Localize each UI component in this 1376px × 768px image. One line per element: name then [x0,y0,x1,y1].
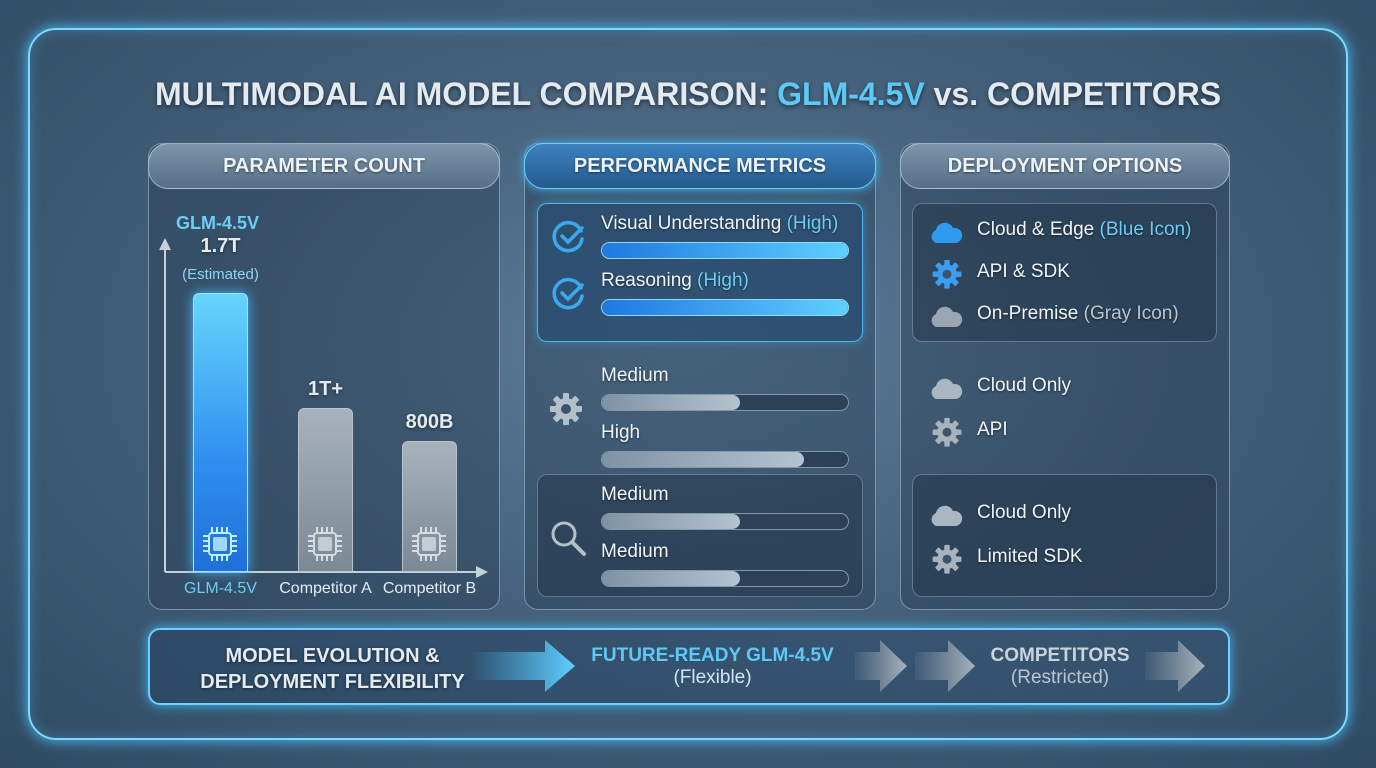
deployment-item: On-Premise (Gray Icon) [977,303,1179,325]
top-model-label: GLM-4.5V [176,213,260,233]
bar-value-label: 800B [405,410,454,433]
footer-left-line2: DEPLOYMENT FLEXIBILITY [200,671,465,693]
metric-bar [601,242,849,259]
deployment-item: Cloud & Edge (Blue Icon) [977,219,1191,241]
bar-category-label: Competitor A [279,580,372,597]
deployment-group [912,203,1217,342]
metric-name: Medium [601,365,669,386]
deployment-label: Cloud Only [977,375,1071,396]
bar-category-label: Competitor B [382,580,477,597]
deployment-label: On-Premise [977,303,1079,324]
deployment-header: DEPLOYMENT OPTIONS [900,143,1230,189]
chip-icon [202,526,238,567]
check-circle-icon [551,219,587,260]
footer-competitors: COMPETITORS (Restricted) [975,645,1145,689]
metric-bar-fill [602,300,848,315]
deployment-item: Cloud Only [977,502,1071,524]
metric-bar-fill [602,395,740,410]
footer-glm-sub: (Flexible) [673,667,752,688]
arrow-right-icon [915,640,975,692]
magnifier-icon [548,518,588,563]
deployment-tag: (Gray Icon) [1083,303,1179,324]
outer-frame [28,28,1348,740]
arrow-right-icon [855,640,907,692]
metric-bar [601,451,849,468]
metric-bar-fill [602,571,740,586]
footer-bar [148,628,1230,705]
gear-icon [931,543,963,580]
metric-tag: (High) [786,213,839,234]
deployment-label: Limited SDK [977,546,1083,567]
bar-competitor-a [298,407,353,572]
check-circle-icon [551,276,587,317]
metric-name: Medium [601,541,669,562]
footer-left-line1: MODEL EVOLUTION & [225,645,440,667]
arrow-right-icon [1145,640,1205,692]
deployment-tag: (Blue Icon) [1099,219,1192,240]
cloud-icon [928,502,964,533]
metric-bar [601,513,849,530]
metric-label: Medium [601,541,669,563]
metric-name: Medium [601,484,669,505]
footer-glm: FUTURE-READY GLM-4.5V (Flexible) [580,645,845,689]
parameter-count-header: PARAMETER COUNT [148,143,500,189]
footer-competitors-title: COMPETITORS [990,645,1130,666]
cloud-icon [928,375,964,406]
metric-label: Medium [601,484,669,506]
metric-group [537,203,863,342]
deployment-group [912,474,1217,597]
estimated-annotation: (Estimated) [182,266,259,283]
chip-icon [307,526,343,567]
metric-bar-fill [602,452,804,467]
deployment-item: API & SDK [977,261,1070,283]
title-prefix: MULTIMODAL AI MODEL COMPARISON: [154,76,778,112]
metric-bar-fill [602,514,740,529]
y-axis-arrow [159,238,171,250]
metric-name: High [601,422,641,443]
page-title: MULTIMODAL AI MODEL COMPARISON: GLM-4.5V… [0,76,1376,113]
footer-glm-title: FUTURE-READY GLM-4.5V [591,645,834,666]
arrow-right-icon [470,640,575,692]
deployment-item: Limited SDK [977,546,1083,568]
title-highlight: GLM-4.5V [777,76,925,112]
title-suffix: vs. COMPETITORS [924,76,1222,112]
deployment-label: Cloud Only [977,502,1071,523]
metric-label: Visual Understanding (High) [601,213,838,235]
bar-value-label: 1T+ [307,377,344,400]
bar-value-label: 1.7T [200,235,241,257]
bar-category-label: GLM-4.5V [184,580,257,597]
metric-tag: (High) [697,270,749,291]
x-axis-arrow [476,566,488,578]
metric-name: Visual Understanding [601,213,782,234]
gear-icon [548,391,584,432]
cloud-icon [928,219,964,250]
gear-icon [931,416,963,453]
metric-name: Reasoning [601,270,692,291]
deployment-label: API & SDK [977,261,1070,282]
metric-label: Medium [601,365,669,387]
deployment-label: API [977,419,1008,440]
deployment-item: API [977,419,1008,441]
deployment-item: Cloud Only [977,375,1071,397]
metric-label: High [601,422,640,444]
footer-competitors-sub: (Restricted) [1010,667,1110,688]
chip-icon [411,526,447,567]
cloud-icon [928,303,964,334]
footer-left-text: MODEL EVOLUTION & DEPLOYMENT FLEXIBILITY [170,643,495,695]
bar-glm-4-5v [193,293,248,572]
gear-icon [931,258,963,295]
deployment-label: Cloud & Edge [977,219,1095,240]
metric-label: Reasoning (High) [601,270,749,292]
deployment-panel [900,143,1230,610]
performance-header: PERFORMANCE METRICS [524,143,876,189]
metric-bar [601,394,849,411]
metric-bar [601,299,849,316]
metric-bar [601,570,849,587]
metric-bar-fill [602,243,848,258]
